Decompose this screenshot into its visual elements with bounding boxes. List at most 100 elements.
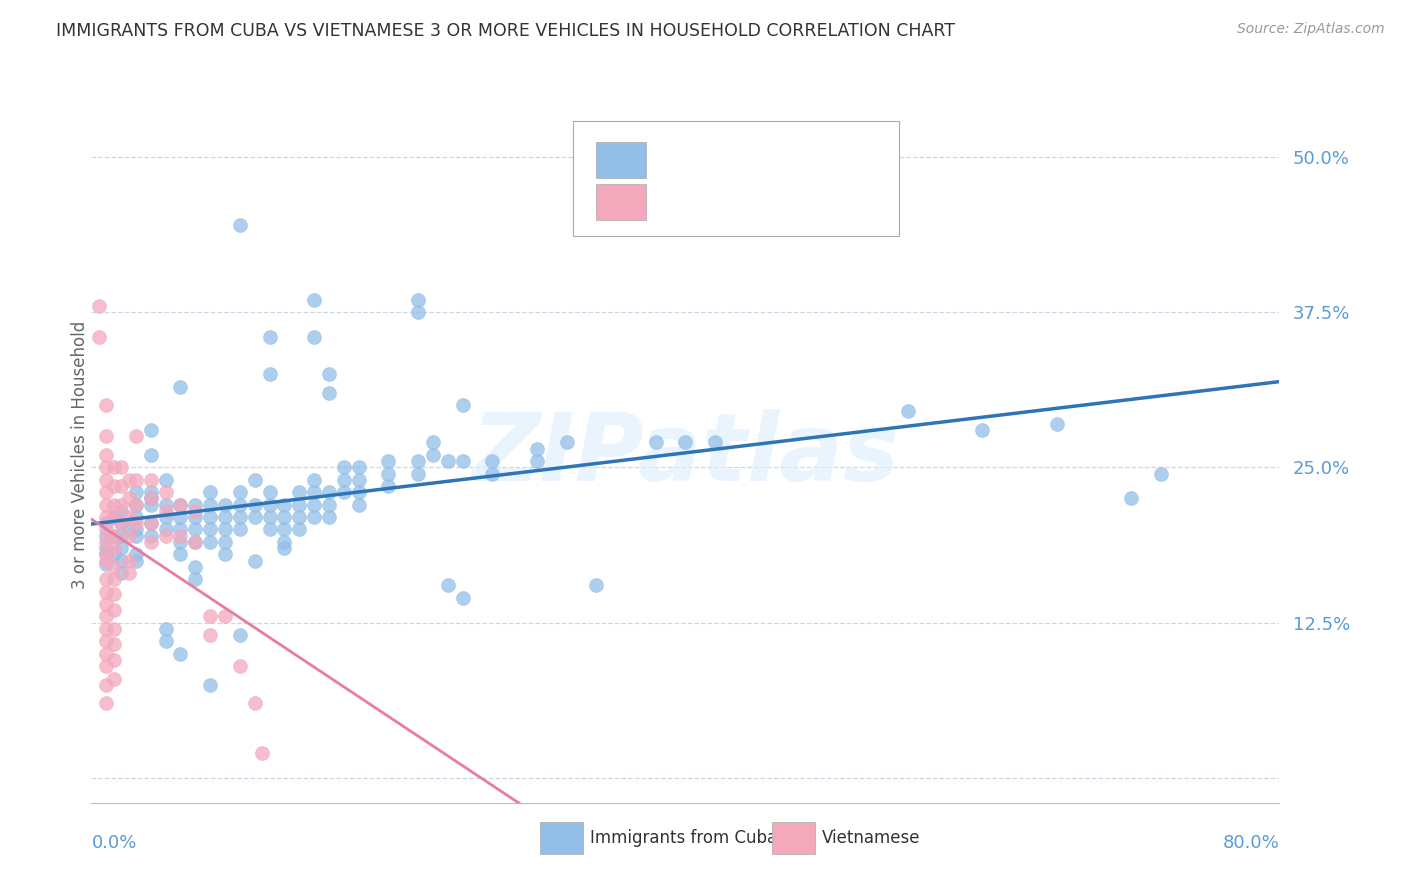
Point <box>139 491 162 506</box>
Point <box>273 534 295 549</box>
Point <box>125 429 148 443</box>
Point <box>1046 417 1069 431</box>
Point <box>155 504 177 518</box>
Point <box>110 460 132 475</box>
Point <box>288 498 311 512</box>
Point <box>214 510 236 524</box>
Point <box>96 516 118 531</box>
Point <box>103 587 125 601</box>
FancyBboxPatch shape <box>572 121 900 235</box>
Point <box>110 541 132 555</box>
Point <box>259 510 281 524</box>
Point <box>243 553 266 567</box>
Point <box>96 584 118 599</box>
Point <box>155 498 177 512</box>
Point <box>214 498 236 512</box>
Point <box>169 534 191 549</box>
Point <box>96 622 118 636</box>
Point <box>96 678 118 692</box>
Point <box>302 473 325 487</box>
Point <box>250 746 273 760</box>
Point <box>184 510 207 524</box>
Text: -0.228: -0.228 <box>700 192 770 211</box>
Point <box>318 385 340 400</box>
Point <box>481 467 503 481</box>
Point <box>406 305 429 319</box>
Text: 122: 122 <box>835 150 876 169</box>
Text: R =: R = <box>662 192 695 210</box>
Point <box>229 523 252 537</box>
Point <box>406 467 429 481</box>
Point <box>585 578 607 592</box>
Point <box>451 591 474 605</box>
Point <box>103 529 125 543</box>
Point <box>103 529 125 543</box>
Point <box>259 485 281 500</box>
Point <box>229 485 252 500</box>
Point <box>273 523 295 537</box>
Point <box>155 634 177 648</box>
Point <box>288 485 311 500</box>
Point <box>333 473 356 487</box>
Point <box>103 653 125 667</box>
Point <box>214 523 236 537</box>
Point <box>110 479 132 493</box>
Point <box>103 460 125 475</box>
Point <box>125 473 148 487</box>
Text: Source: ZipAtlas.com: Source: ZipAtlas.com <box>1237 22 1385 37</box>
Point <box>125 516 148 531</box>
Point <box>259 498 281 512</box>
Point <box>972 423 994 437</box>
Point <box>184 534 207 549</box>
Point <box>169 379 191 393</box>
Point <box>103 559 125 574</box>
Point <box>333 460 356 475</box>
Point <box>96 523 118 537</box>
Point <box>214 547 236 561</box>
Point <box>184 523 207 537</box>
Point <box>117 510 139 524</box>
Point <box>103 637 125 651</box>
Point <box>103 603 125 617</box>
Point <box>214 609 236 624</box>
Point <box>96 473 118 487</box>
Text: 0.310: 0.310 <box>709 150 770 169</box>
Point <box>155 485 177 500</box>
Point <box>87 299 110 313</box>
Point <box>96 498 118 512</box>
Text: Immigrants from Cuba: Immigrants from Cuba <box>591 829 778 847</box>
Point <box>422 448 444 462</box>
Point <box>169 523 191 537</box>
Point <box>184 534 207 549</box>
Point <box>103 541 125 555</box>
Point <box>139 423 162 437</box>
Point <box>451 454 474 468</box>
FancyBboxPatch shape <box>596 142 647 178</box>
Point <box>333 485 356 500</box>
Point <box>96 429 118 443</box>
Text: N =: N = <box>790 192 824 210</box>
Text: Vietnamese: Vietnamese <box>823 829 921 847</box>
Point <box>673 435 696 450</box>
Point <box>96 659 118 673</box>
Point <box>184 498 207 512</box>
Point <box>200 485 222 500</box>
Point <box>96 529 118 543</box>
Point <box>302 485 325 500</box>
Point <box>103 672 125 686</box>
Point <box>169 498 191 512</box>
Point <box>243 697 266 711</box>
Point <box>184 559 207 574</box>
Point <box>288 523 311 537</box>
Point <box>125 485 148 500</box>
FancyBboxPatch shape <box>596 184 647 219</box>
Point <box>259 523 281 537</box>
Point <box>481 454 503 468</box>
Point <box>110 504 132 518</box>
Point <box>169 529 191 543</box>
Point <box>436 454 458 468</box>
Point <box>96 541 118 555</box>
Point <box>139 516 162 531</box>
Point <box>117 529 139 543</box>
Point <box>96 553 118 567</box>
